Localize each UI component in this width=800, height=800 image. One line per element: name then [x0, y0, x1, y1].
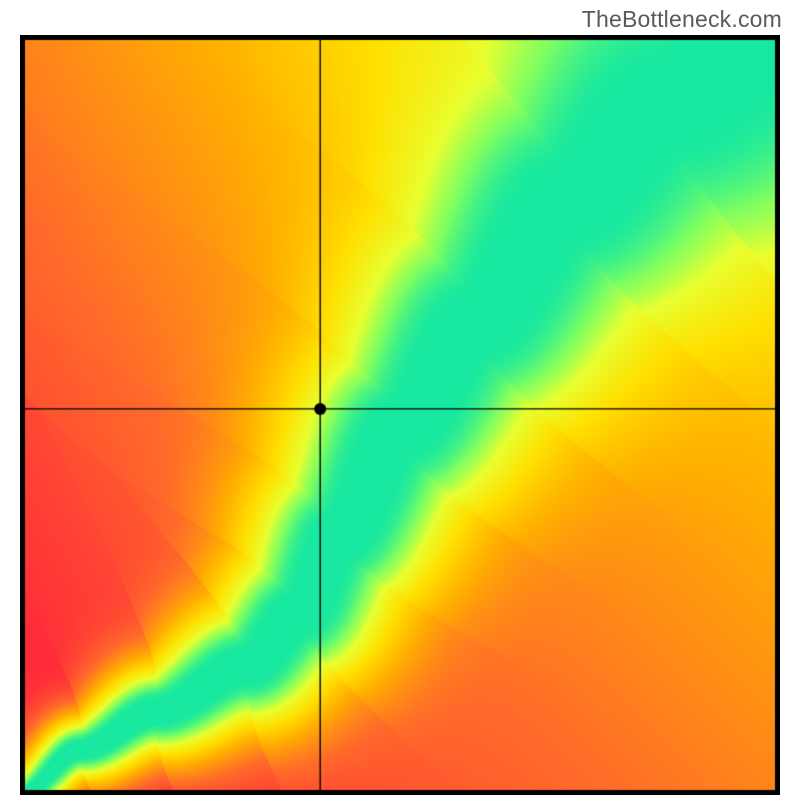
watermark-text: TheBottleneck.com	[582, 6, 782, 33]
heatmap-plot	[20, 35, 780, 795]
chart-container: TheBottleneck.com	[0, 0, 800, 800]
heatmap-canvas	[20, 35, 780, 795]
